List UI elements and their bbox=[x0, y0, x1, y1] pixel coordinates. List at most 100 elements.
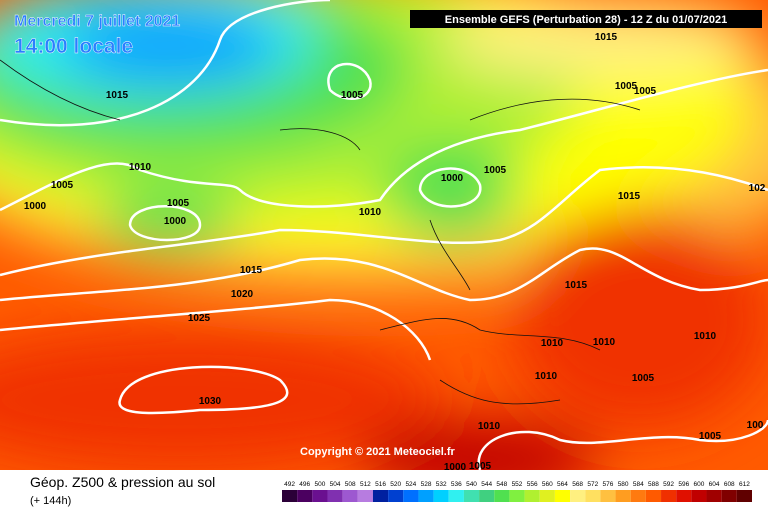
legend-swatch bbox=[600, 490, 616, 502]
legend-swatch bbox=[342, 490, 358, 502]
isobar-label: 1010 bbox=[694, 331, 717, 342]
isobar-label: 1010 bbox=[593, 337, 616, 348]
legend-label: 508 bbox=[345, 481, 356, 488]
legend-label: 576 bbox=[603, 481, 614, 488]
legend-label: 492 bbox=[284, 481, 295, 488]
legend-label: 512 bbox=[360, 481, 371, 488]
legend-label: 532 bbox=[436, 481, 447, 488]
legend-label: 596 bbox=[678, 481, 689, 488]
legend-swatch bbox=[645, 490, 662, 502]
isobar-label: 1010 bbox=[478, 421, 501, 432]
legend-swatch bbox=[418, 490, 434, 502]
isobar-label: 1000 bbox=[441, 173, 464, 184]
isobar-label: 1005 bbox=[699, 431, 722, 442]
legend-swatch bbox=[372, 490, 389, 502]
legend-label: 544 bbox=[481, 481, 492, 488]
legend-swatch bbox=[433, 490, 449, 502]
legend-swatch bbox=[312, 490, 328, 502]
legend-label: 592 bbox=[663, 481, 674, 488]
legend-label: 612 bbox=[739, 481, 750, 488]
date-label: Mercredi 7 juillet 2021 bbox=[14, 13, 180, 30]
footer-title: Géop. Z500 & pression au sol bbox=[30, 474, 215, 490]
legend-swatch bbox=[403, 490, 419, 502]
copyright: Copyright © 2021 Meteociel.fr bbox=[300, 446, 456, 458]
legend-label: 560 bbox=[542, 481, 553, 488]
footer-lead: (+ 144h) bbox=[30, 495, 71, 507]
legend-label: 584 bbox=[633, 481, 644, 488]
isobar-label: 1020 bbox=[231, 289, 254, 300]
legend-label: 600 bbox=[694, 481, 705, 488]
field bbox=[0, 0, 768, 500]
legend-swatch bbox=[554, 490, 571, 502]
legend-label: 536 bbox=[451, 481, 462, 488]
legend-swatch bbox=[524, 490, 540, 502]
legend-swatch bbox=[479, 490, 495, 502]
isobar-label: 1010 bbox=[359, 207, 382, 218]
isobar-label: 1000 bbox=[24, 201, 47, 212]
legend-label: 588 bbox=[648, 481, 659, 488]
legend-swatch bbox=[676, 490, 692, 502]
legend-swatch bbox=[706, 490, 722, 502]
isobar-label: 1015 bbox=[565, 280, 588, 291]
legend-label: 580 bbox=[618, 481, 629, 488]
isobar-label: 1015 bbox=[618, 191, 641, 202]
legend-swatch bbox=[615, 490, 631, 502]
legend-swatch bbox=[736, 490, 752, 502]
legend-swatch bbox=[691, 490, 707, 502]
legend-label: 608 bbox=[724, 481, 735, 488]
run-header: Ensemble GEFS (Perturbation 28) - 12 Z d… bbox=[445, 14, 727, 26]
legend-swatch bbox=[585, 490, 601, 502]
legend-swatch bbox=[388, 490, 404, 502]
legend-swatch bbox=[357, 490, 373, 502]
isobar-label: 1005 bbox=[484, 165, 507, 176]
coastlines bbox=[0, 59, 641, 405]
isobar-label: 1015 bbox=[106, 90, 129, 101]
legend-label: 496 bbox=[299, 481, 310, 488]
legend-label: 524 bbox=[405, 481, 416, 488]
isobar-label: 1015 bbox=[240, 265, 263, 276]
legend-label: 540 bbox=[466, 481, 477, 488]
legend-swatch bbox=[509, 490, 525, 502]
isobar-label: 1010 bbox=[541, 338, 564, 349]
isobar-label: 1005 bbox=[615, 81, 638, 92]
legend-swatch bbox=[721, 490, 737, 502]
isobar-label: 1010 bbox=[535, 371, 558, 382]
legend-swatch bbox=[661, 490, 677, 502]
legend-label: 520 bbox=[390, 481, 401, 488]
isobar-label: 1005 bbox=[469, 461, 492, 472]
legend-label: 568 bbox=[572, 481, 583, 488]
isobar-label: 1005 bbox=[51, 180, 74, 191]
isobar-label: 1000 bbox=[164, 216, 187, 227]
legend-swatch bbox=[448, 490, 464, 502]
legend-swatch bbox=[570, 490, 586, 502]
isobar-label: 1005 bbox=[632, 373, 655, 384]
legend-label: 564 bbox=[557, 481, 568, 488]
isobar-label: 1005 bbox=[341, 90, 364, 101]
isobar-label: 1030 bbox=[199, 396, 222, 407]
legend-label: 556 bbox=[527, 481, 538, 488]
isobar-label: 1005 bbox=[167, 198, 190, 209]
legend-label: 548 bbox=[496, 481, 507, 488]
legend-swatch bbox=[282, 490, 298, 502]
legend-swatch bbox=[463, 490, 480, 502]
legend-label: 572 bbox=[587, 481, 598, 488]
isobar-label: 100 bbox=[747, 420, 764, 431]
isobar-label: 1015 bbox=[595, 32, 618, 43]
legend-label: 500 bbox=[314, 481, 325, 488]
legend-label: 528 bbox=[421, 481, 432, 488]
legend: 492 496 500 504 508 512 516 520 524 528 532 536 540 5… bbox=[282, 481, 752, 502]
isobar-label: 1025 bbox=[188, 313, 211, 324]
legend-label: 604 bbox=[709, 481, 720, 488]
legend-label: 552 bbox=[512, 481, 523, 488]
isobar-label: 1010 bbox=[129, 162, 152, 173]
legend-swatch bbox=[539, 490, 555, 502]
legend-swatch bbox=[630, 490, 646, 502]
legend-label: 504 bbox=[330, 481, 341, 488]
legend-swatch bbox=[494, 490, 510, 502]
isobar-label: 1005 bbox=[634, 86, 657, 97]
isobar-lines bbox=[0, 0, 768, 471]
isobar-label: 1000 bbox=[444, 462, 467, 473]
isobar-label: 102 bbox=[749, 183, 766, 194]
